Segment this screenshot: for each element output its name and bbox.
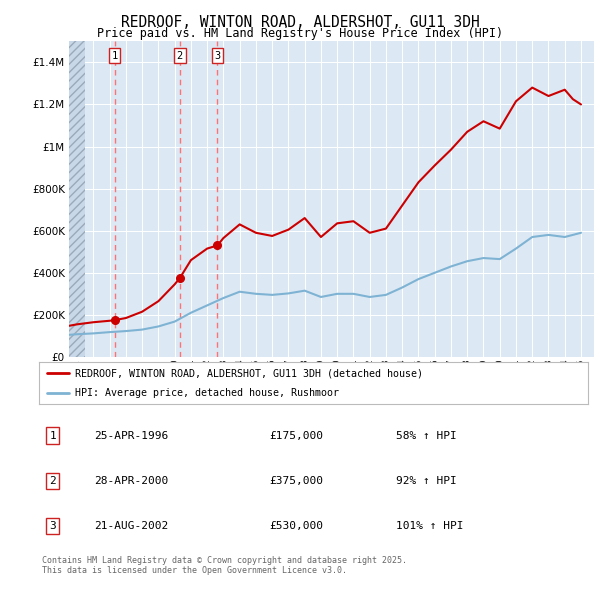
Text: 92% ↑ HPI: 92% ↑ HPI xyxy=(396,476,457,486)
Text: 2: 2 xyxy=(49,476,56,486)
Text: £175,000: £175,000 xyxy=(269,431,323,441)
Text: 1: 1 xyxy=(49,431,56,441)
Text: Contains HM Land Registry data © Crown copyright and database right 2025.
This d: Contains HM Land Registry data © Crown c… xyxy=(42,556,407,575)
Text: 3: 3 xyxy=(49,521,56,531)
Text: 21-AUG-2002: 21-AUG-2002 xyxy=(94,521,168,531)
Text: Price paid vs. HM Land Registry's House Price Index (HPI): Price paid vs. HM Land Registry's House … xyxy=(97,27,503,40)
Text: 2: 2 xyxy=(177,51,183,61)
Text: 3: 3 xyxy=(214,51,221,61)
Bar xyxy=(69,41,85,357)
Text: 1: 1 xyxy=(112,51,118,61)
Text: HPI: Average price, detached house, Rushmoor: HPI: Average price, detached house, Rush… xyxy=(74,388,338,398)
Text: 58% ↑ HPI: 58% ↑ HPI xyxy=(396,431,457,441)
Text: 101% ↑ HPI: 101% ↑ HPI xyxy=(396,521,463,531)
Text: 25-APR-1996: 25-APR-1996 xyxy=(94,431,168,441)
Text: REDROOF, WINTON ROAD, ALDERSHOT, GU11 3DH (detached house): REDROOF, WINTON ROAD, ALDERSHOT, GU11 3D… xyxy=(74,368,422,378)
Text: 28-APR-2000: 28-APR-2000 xyxy=(94,476,168,486)
Text: REDROOF, WINTON ROAD, ALDERSHOT, GU11 3DH: REDROOF, WINTON ROAD, ALDERSHOT, GU11 3D… xyxy=(121,15,479,30)
Text: £375,000: £375,000 xyxy=(269,476,323,486)
Text: £530,000: £530,000 xyxy=(269,521,323,531)
